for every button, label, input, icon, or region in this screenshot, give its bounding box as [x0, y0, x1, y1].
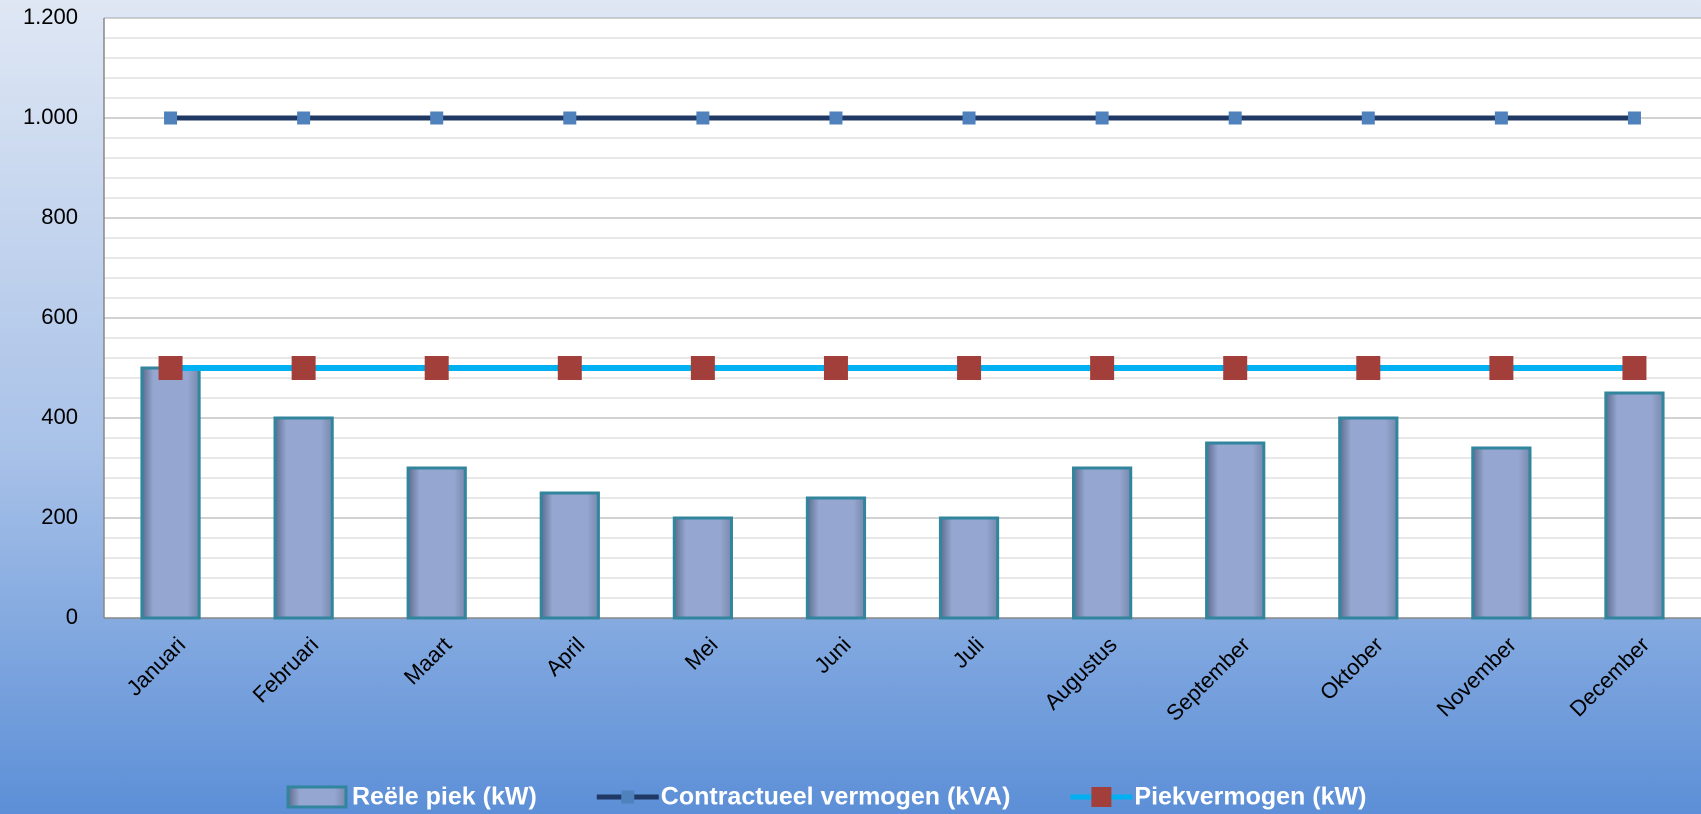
bar: [1205, 441, 1266, 620]
bar: [1338, 416, 1399, 620]
marker: [696, 111, 710, 125]
y-tick-label: 0: [66, 604, 78, 629]
marker: [690, 356, 715, 380]
legend-swatch: [286, 785, 348, 809]
marker: [1223, 356, 1248, 380]
marker: [430, 111, 444, 125]
legend-label: Contractueel vermogen (kVA): [661, 783, 1011, 811]
y-tick-label: 200: [41, 504, 78, 529]
marker: [1361, 111, 1375, 125]
bar: [273, 416, 334, 620]
bar: [805, 496, 867, 620]
legend-label: Piekvermogen (kW): [1134, 783, 1366, 811]
marker: [1095, 111, 1109, 125]
marker: [962, 111, 976, 125]
legend-label: Reële piek (kW): [352, 783, 537, 811]
marker: [563, 111, 577, 125]
legend-marker: [1091, 787, 1112, 807]
bar: [539, 491, 600, 620]
bar: [140, 366, 201, 620]
bar: [938, 516, 1000, 620]
marker: [823, 356, 848, 380]
legend: Reële piek (kW) Contractueel vermogen (kV…: [286, 783, 1366, 811]
marker: [1228, 111, 1242, 125]
marker: [158, 356, 183, 380]
marker: [291, 356, 316, 380]
marker: [1090, 356, 1115, 380]
marker: [1627, 111, 1641, 125]
bar: [1072, 466, 1133, 620]
bar: [1471, 446, 1532, 620]
marker: [829, 111, 843, 125]
marker: [297, 111, 311, 125]
marker: [424, 356, 449, 380]
marker: [1356, 356, 1381, 380]
y-tick-label: 800: [41, 204, 78, 229]
y-tick-label: 1.000: [23, 104, 78, 129]
marker: [1494, 111, 1508, 125]
bar: [672, 516, 733, 620]
y-tick-label: 600: [41, 304, 78, 329]
legend-marker: [621, 790, 635, 804]
bar: [406, 466, 467, 620]
y-tick-label: 400: [41, 404, 78, 429]
y-tick-label: 1.200: [23, 4, 78, 29]
marker: [1489, 356, 1514, 380]
marker: [957, 356, 982, 380]
marker: [164, 111, 178, 125]
marker: [1622, 356, 1647, 380]
bar: [1604, 391, 1665, 620]
marker: [557, 356, 582, 380]
